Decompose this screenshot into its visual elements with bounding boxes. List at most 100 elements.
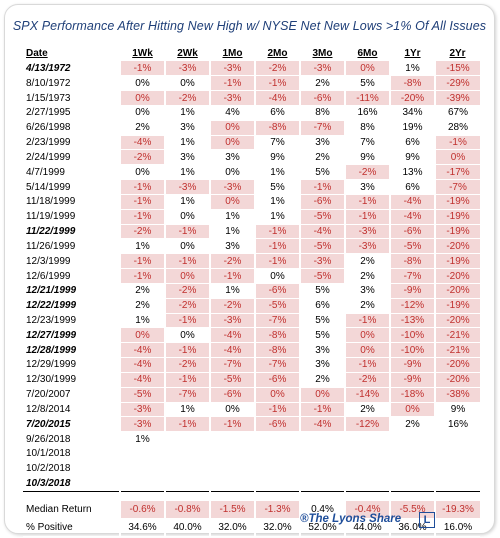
row-value: 5% [299, 164, 345, 181]
row-value: 1% [164, 194, 210, 210]
row-value: 0% [434, 149, 480, 166]
row-value: 2% [299, 149, 345, 166]
row-value: -2% [209, 253, 255, 270]
summary-value: 16.0% [434, 518, 480, 537]
row-date: 12/3/1999 [23, 253, 120, 270]
row-value: 2% [119, 120, 165, 136]
row-value: 1% [209, 283, 255, 299]
row-value: -20% [434, 283, 480, 299]
row-value: -3% [344, 238, 390, 255]
row-value [434, 461, 480, 477]
row-value [299, 431, 345, 448]
row-value: -3% [209, 179, 255, 195]
row-value [254, 431, 300, 448]
row-value: 28% [434, 120, 480, 136]
row-value: -1% [254, 253, 300, 270]
row-value: 16% [344, 105, 390, 121]
row-value: -3% [299, 253, 345, 270]
row-date: 12/30/1999 [23, 372, 120, 388]
row-value: 8% [299, 105, 345, 121]
row-value: 1% [254, 194, 300, 210]
row-value: 34% [389, 105, 435, 121]
row-date: 12/6/1999 [23, 268, 120, 284]
row-value: -15% [434, 61, 480, 77]
row-value: 0% [119, 164, 165, 181]
table-row: 12/27/1999 0% 0% -4% -8% 5% 0% -10% -21% [23, 327, 480, 344]
row-value [434, 431, 480, 448]
row-value [434, 476, 480, 492]
row-date: 10/2/2018 [23, 461, 120, 477]
row-value: 0% [119, 75, 165, 92]
row-value: 1% [254, 209, 300, 225]
header-1mo: 1Mo [222, 48, 243, 59]
row-value: -19% [434, 194, 480, 210]
row-value: 0% [209, 135, 255, 151]
row-value [389, 446, 435, 462]
table-row: 10/2/2018 [23, 461, 480, 477]
row-value [119, 461, 165, 477]
row-value: 1% [164, 105, 210, 121]
table-row: 12/22/1999 2% -2% -2% -5% 6% 2% -12% -19% [23, 298, 480, 314]
table-row: 12/8/2014 -3% 1% 0% -1% -1% 2% 0% 9% [23, 402, 480, 418]
summary-value: 32.0% [209, 518, 255, 537]
row-date: 4/7/1999 [23, 164, 120, 181]
table-row: 11/18/1999 -1% 1% 0% 1% -6% -1% -4% -19% [23, 194, 480, 210]
row-value: -2% [209, 298, 255, 314]
header-row: Date 1Wk 2Wk 1Mo 2Mo 3Mo 6Mo 1Yr 2Yr [23, 46, 480, 61]
header-2yr: 2Yr [449, 48, 466, 59]
table-row: 10/1/2018 [23, 446, 480, 462]
row-value: -4% [119, 372, 165, 388]
row-value: 1% [119, 431, 165, 448]
row-value: -4% [119, 135, 165, 151]
row-value: -1% [344, 209, 390, 225]
row-value: 2% [344, 402, 390, 418]
row-value: -29% [434, 75, 480, 92]
table-row: 7/20/2015 -3% -1% -1% -6% -4% -12% 2% 16% [23, 416, 480, 433]
row-value: -1% [254, 238, 300, 255]
row-value: 0% [344, 342, 390, 359]
row-value: 2% [119, 298, 165, 314]
table-row: 12/6/1999 -1% 0% -1% 0% -5% 2% -7% -20% [23, 268, 480, 284]
row-date: 10/3/2018 [23, 476, 120, 492]
row-value: 1% [164, 402, 210, 418]
row-value: -1% [119, 61, 165, 77]
row-value: -5% [299, 209, 345, 225]
summary-value: -1.5% [209, 500, 255, 519]
table-row: 12/30/1999 -4% -1% -5% -6% 2% -2% -9% -20% [23, 372, 480, 388]
row-value: -1% [164, 372, 210, 388]
row-value: -18% [389, 387, 435, 403]
row-date: 11/18/1999 [23, 194, 120, 210]
summary-value: -1.3% [254, 500, 300, 519]
row-value: 19% [389, 120, 435, 136]
row-value: 3% [164, 120, 210, 136]
row-value: -1% [344, 313, 390, 329]
row-date: 11/26/1999 [23, 238, 120, 255]
row-value: 3% [344, 283, 390, 299]
row-value: -1% [164, 342, 210, 359]
row-value: -5% [119, 387, 165, 403]
row-value: 0% [344, 61, 390, 77]
row-value: -21% [434, 327, 480, 344]
row-value: 0% [209, 194, 255, 210]
row-value [299, 446, 345, 462]
row-value: 1% [164, 135, 210, 151]
table-row: 11/19/1999 -1% 0% 1% 1% -5% -1% -4% -19% [23, 209, 480, 225]
row-value: 1% [119, 238, 165, 255]
header-1yr: 1Yr [404, 48, 421, 59]
row-date: 12/8/2014 [23, 402, 120, 418]
summary-value: 40.0% [164, 518, 210, 537]
row-value: -9% [389, 283, 435, 299]
row-value: 1% [164, 164, 210, 181]
row-value [164, 431, 210, 448]
row-value: 16% [434, 416, 480, 433]
table-title: SPX Performance After Hitting New High w… [12, 19, 487, 33]
summary-value: 0.4% [299, 500, 345, 519]
row-value: 5% [254, 179, 300, 195]
row-value: 9% [254, 149, 300, 166]
row-value: -2% [164, 283, 210, 299]
row-value: -1% [434, 135, 480, 151]
row-value: 67% [434, 105, 480, 121]
row-value: -17% [434, 164, 480, 181]
row-value [434, 446, 480, 462]
row-value: 3% [299, 342, 345, 359]
